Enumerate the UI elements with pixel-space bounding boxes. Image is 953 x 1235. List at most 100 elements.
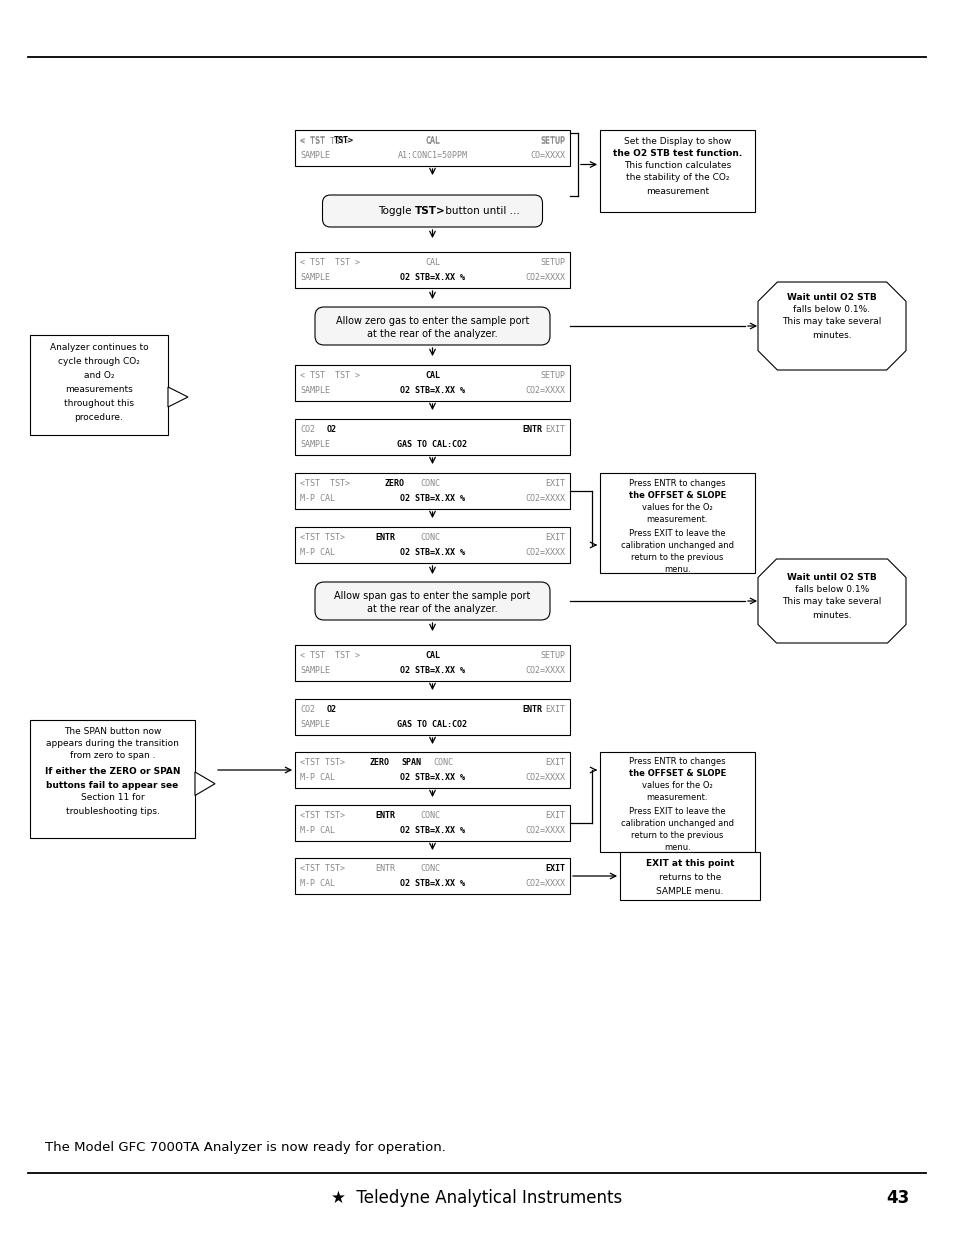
Text: EXIT: EXIT: [544, 532, 564, 542]
Text: CAL: CAL: [424, 258, 439, 267]
Text: CONC: CONC: [419, 532, 439, 542]
Text: Press ENTR to changes: Press ENTR to changes: [629, 478, 725, 488]
Text: If either the ZERO or SPAN: If either the ZERO or SPAN: [45, 767, 180, 777]
Text: CO2=XXXX: CO2=XXXX: [524, 773, 564, 783]
Text: Allow span gas to enter the sample port: Allow span gas to enter the sample port: [334, 592, 530, 601]
Text: measurement.: measurement.: [646, 794, 707, 803]
Text: Set the Display to show: Set the Display to show: [623, 137, 730, 147]
Bar: [294, 419, 569, 454]
Text: O2 STB=X.XX %: O2 STB=X.XX %: [399, 548, 464, 557]
Bar: [294, 252, 569, 288]
Text: CO2=XXXX: CO2=XXXX: [524, 548, 564, 557]
Text: <TST  TST>: <TST TST>: [299, 479, 350, 488]
Text: SETUP: SETUP: [539, 136, 564, 144]
Text: M-P CAL: M-P CAL: [299, 494, 335, 504]
Text: < TST  TST >: < TST TST >: [299, 370, 359, 379]
Text: ENTR: ENTR: [521, 705, 541, 714]
Text: SETUP: SETUP: [539, 370, 564, 379]
Text: ★  Teledyne Analytical Instruments: ★ Teledyne Analytical Instruments: [331, 1189, 622, 1207]
Text: <TST TST>: <TST TST>: [299, 810, 345, 820]
Text: O2: O2: [327, 705, 336, 714]
Bar: [599, 473, 754, 573]
Text: EXIT: EXIT: [544, 425, 564, 433]
Text: ENTR: ENTR: [521, 425, 541, 433]
Text: the stability of the CO₂: the stability of the CO₂: [625, 173, 728, 183]
Text: CO2=XXXX: CO2=XXXX: [524, 387, 564, 395]
Text: SAMPLE: SAMPLE: [299, 152, 330, 161]
Text: Press ENTR to changes: Press ENTR to changes: [629, 757, 725, 767]
Text: CAL: CAL: [424, 136, 439, 144]
Bar: [294, 473, 569, 509]
Text: values for the O₂: values for the O₂: [641, 782, 712, 790]
Text: returns to the: returns to the: [659, 873, 720, 883]
Text: SPAN: SPAN: [400, 757, 420, 767]
FancyBboxPatch shape: [322, 195, 542, 227]
Text: CAL: CAL: [424, 370, 439, 379]
Text: < TST  TST >: < TST TST >: [299, 258, 359, 267]
Text: M-P CAL: M-P CAL: [299, 773, 335, 783]
Text: 43: 43: [886, 1189, 909, 1207]
Text: This may take several: This may take several: [781, 597, 881, 605]
Text: M-P CAL: M-P CAL: [299, 548, 335, 557]
Text: the OFFSET & SLOPE: the OFFSET & SLOPE: [628, 769, 725, 778]
Text: GAS TO CAL:CO2: GAS TO CAL:CO2: [397, 441, 467, 450]
Text: M-P CAL: M-P CAL: [299, 826, 335, 835]
Text: SETUP: SETUP: [539, 137, 564, 146]
Text: TST>: TST>: [334, 136, 354, 144]
Text: O2 STB=X.XX %: O2 STB=X.XX %: [399, 879, 464, 888]
Text: the OFFSET & SLOPE: the OFFSET & SLOPE: [628, 490, 725, 499]
Polygon shape: [168, 387, 188, 408]
Text: CAL: CAL: [424, 651, 439, 659]
Text: Wait until O2 STB: Wait until O2 STB: [786, 294, 876, 303]
FancyBboxPatch shape: [314, 308, 550, 345]
Text: button until ...: button until ...: [442, 206, 519, 216]
Bar: [294, 130, 569, 165]
Text: falls below 0.1%.: falls below 0.1%.: [793, 305, 870, 315]
Text: at the rear of the analyzer.: at the rear of the analyzer.: [367, 330, 497, 340]
Bar: [294, 858, 569, 894]
Text: O2 STB=X.XX %: O2 STB=X.XX %: [399, 773, 464, 783]
Text: This function calculates: This function calculates: [623, 162, 730, 170]
Text: minutes.: minutes.: [811, 331, 851, 341]
Text: SAMPLE: SAMPLE: [299, 273, 330, 283]
Bar: [30, 335, 168, 435]
Text: falls below 0.1%: falls below 0.1%: [794, 584, 868, 594]
Text: Section 11 for: Section 11 for: [81, 794, 144, 803]
Text: measurement: measurement: [645, 188, 708, 196]
Text: troubleshooting tips.: troubleshooting tips.: [66, 806, 159, 815]
Text: CONC: CONC: [419, 810, 439, 820]
Text: ENTR: ENTR: [375, 810, 395, 820]
Text: EXIT: EXIT: [544, 863, 564, 873]
Text: and O₂: and O₂: [84, 370, 114, 379]
Text: EXIT: EXIT: [544, 757, 564, 767]
Text: return to the previous: return to the previous: [631, 552, 723, 562]
Text: appears during the transition: appears during the transition: [46, 740, 179, 748]
Bar: [599, 130, 754, 212]
Text: SAMPLE: SAMPLE: [299, 720, 330, 730]
Text: Toggle: Toggle: [377, 206, 414, 216]
Text: This may take several: This may take several: [781, 317, 881, 326]
Text: procedure.: procedure.: [74, 412, 123, 421]
Text: ENTR: ENTR: [375, 863, 395, 873]
Text: CO2=XXXX: CO2=XXXX: [524, 273, 564, 283]
Text: EXIT at this point: EXIT at this point: [645, 860, 734, 868]
Text: CO2=XXXX: CO2=XXXX: [524, 826, 564, 835]
Text: A1:CONC1=50PPM: A1:CONC1=50PPM: [397, 152, 467, 161]
Text: The Model GFC 7000TA Analyzer is now ready for operation.: The Model GFC 7000TA Analyzer is now rea…: [45, 1141, 445, 1155]
Text: Allow zero gas to enter the sample port: Allow zero gas to enter the sample port: [335, 316, 529, 326]
Text: ZERO: ZERO: [385, 479, 405, 488]
Text: TST>: TST>: [414, 206, 445, 216]
Bar: [294, 645, 569, 680]
Bar: [30, 720, 194, 839]
Text: CO2: CO2: [299, 425, 314, 433]
Text: return to the previous: return to the previous: [631, 831, 723, 841]
Text: CONC: CONC: [419, 479, 439, 488]
Text: EXIT: EXIT: [544, 479, 564, 488]
Text: O2 STB=X.XX %: O2 STB=X.XX %: [399, 387, 464, 395]
Text: values for the O₂: values for the O₂: [641, 503, 712, 511]
Polygon shape: [194, 772, 214, 795]
Text: CO2=XXXX: CO2=XXXX: [524, 879, 564, 888]
Text: CO2: CO2: [299, 705, 314, 714]
Text: SETUP: SETUP: [539, 651, 564, 659]
Text: O2 STB=X.XX %: O2 STB=X.XX %: [399, 494, 464, 504]
